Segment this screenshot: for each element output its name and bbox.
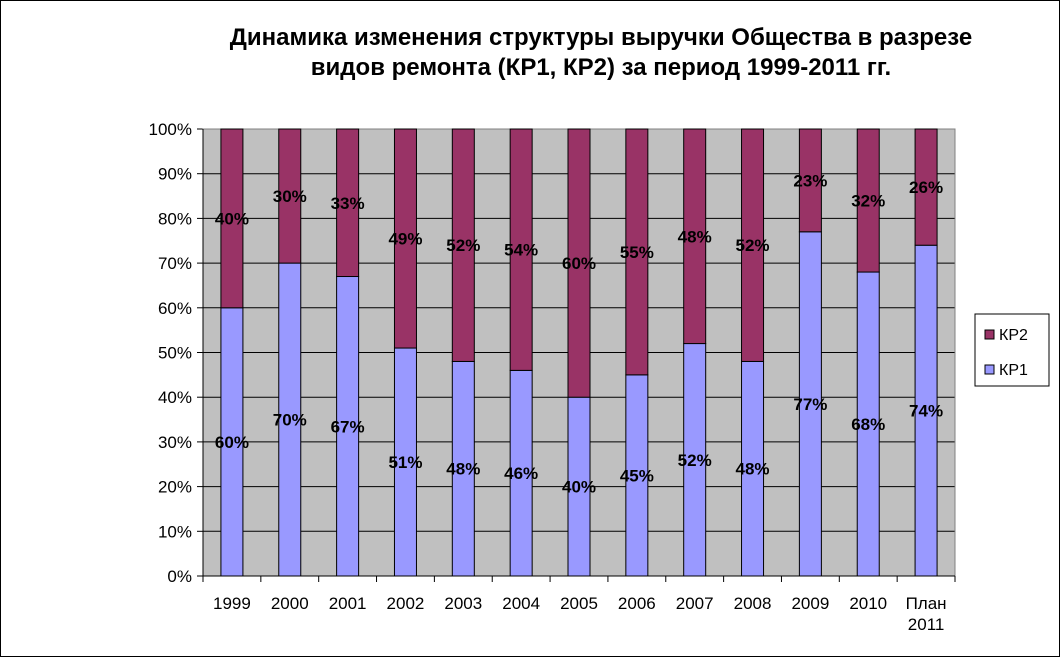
x-tick-label: 2005 (560, 594, 598, 613)
y-tick-label: 90% (158, 165, 192, 184)
data-label-kr2: 48% (678, 227, 712, 246)
legend-swatch (984, 329, 995, 340)
data-label-kr2: 54% (504, 241, 538, 260)
bar-kr2 (278, 128, 302, 264)
y-tick-label: 20% (158, 478, 192, 497)
x-tick-label: 2000 (271, 594, 309, 613)
data-label-kr1: 77% (793, 395, 827, 414)
data-label-kr2: 30% (273, 187, 307, 206)
y-tick-label: 10% (158, 522, 192, 541)
bar-kr2 (393, 128, 417, 349)
bar-kr2 (220, 128, 244, 309)
data-label-kr1: 40% (562, 478, 596, 497)
x-tick-label: 2011 (908, 615, 945, 634)
bar-kr2 (683, 128, 707, 345)
y-tick-label: 70% (158, 254, 192, 273)
y-tick-label: 60% (158, 299, 192, 318)
x-tick-label: 2010 (849, 594, 887, 613)
bar-kr2 (798, 128, 822, 233)
y-tick-label: 100% (149, 120, 192, 139)
data-label-kr2: 52% (736, 236, 770, 255)
bar-kr2 (741, 128, 765, 362)
y-tick-label: 0% (167, 567, 192, 586)
y-tick-label: 50% (158, 344, 192, 363)
legend-label: КР2 (999, 327, 1028, 344)
bar-kr2 (451, 128, 475, 362)
bar-kr2 (625, 128, 649, 376)
data-label-kr2: 32% (851, 192, 885, 211)
data-label-kr2: 33% (331, 194, 365, 213)
data-label-kr2: 26% (909, 178, 943, 197)
data-label-kr2: 49% (388, 230, 422, 249)
chart-title: Динамика изменения структуры выручки Общ… (229, 24, 973, 81)
legend: КР2 КР1 (974, 313, 1050, 387)
data-label-kr1: 74% (909, 402, 943, 421)
x-tick-label: План (906, 594, 947, 613)
data-label-kr2: 52% (446, 236, 480, 255)
x-tick-label: 1999 (213, 594, 251, 613)
bar-kr2 (336, 128, 360, 278)
data-label-kr2: 55% (620, 243, 654, 262)
y-tick-label: 30% (158, 433, 192, 452)
data-label-kr1: 70% (273, 411, 307, 430)
x-tick-label: 2007 (676, 594, 714, 613)
data-label-kr2: 23% (793, 171, 827, 190)
data-label-kr1: 67% (331, 417, 365, 436)
data-label-kr1: 46% (504, 464, 538, 483)
data-label-kr1: 68% (851, 415, 885, 434)
x-tick-label: 2006 (618, 594, 656, 613)
data-label-kr2: 40% (215, 209, 249, 228)
data-label-kr1: 45% (620, 466, 654, 485)
x-tick-label: 2002 (387, 594, 425, 613)
data-label-kr1: 60% (215, 433, 249, 452)
legend-swatch (984, 364, 995, 375)
y-tick-label: 40% (158, 388, 192, 407)
x-tick-label: 2003 (444, 594, 482, 613)
bar-kr2 (509, 128, 533, 371)
data-label-kr1: 51% (388, 453, 422, 472)
data-label-kr2: 60% (562, 254, 596, 273)
bar-kr2 (914, 128, 938, 246)
data-label-kr1: 48% (736, 460, 770, 479)
data-label-kr1: 52% (678, 451, 712, 470)
x-tick-label: 2004 (502, 594, 540, 613)
y-tick-label: 80% (158, 209, 192, 228)
bar-kr2 (567, 128, 591, 398)
data-label-kr1: 48% (446, 460, 480, 479)
x-tick-label: 2009 (791, 594, 829, 613)
x-tick-label: 2001 (329, 594, 367, 613)
legend-label: КР1 (999, 362, 1028, 379)
x-tick-label: 2008 (734, 594, 772, 613)
bar-kr2 (856, 128, 880, 273)
